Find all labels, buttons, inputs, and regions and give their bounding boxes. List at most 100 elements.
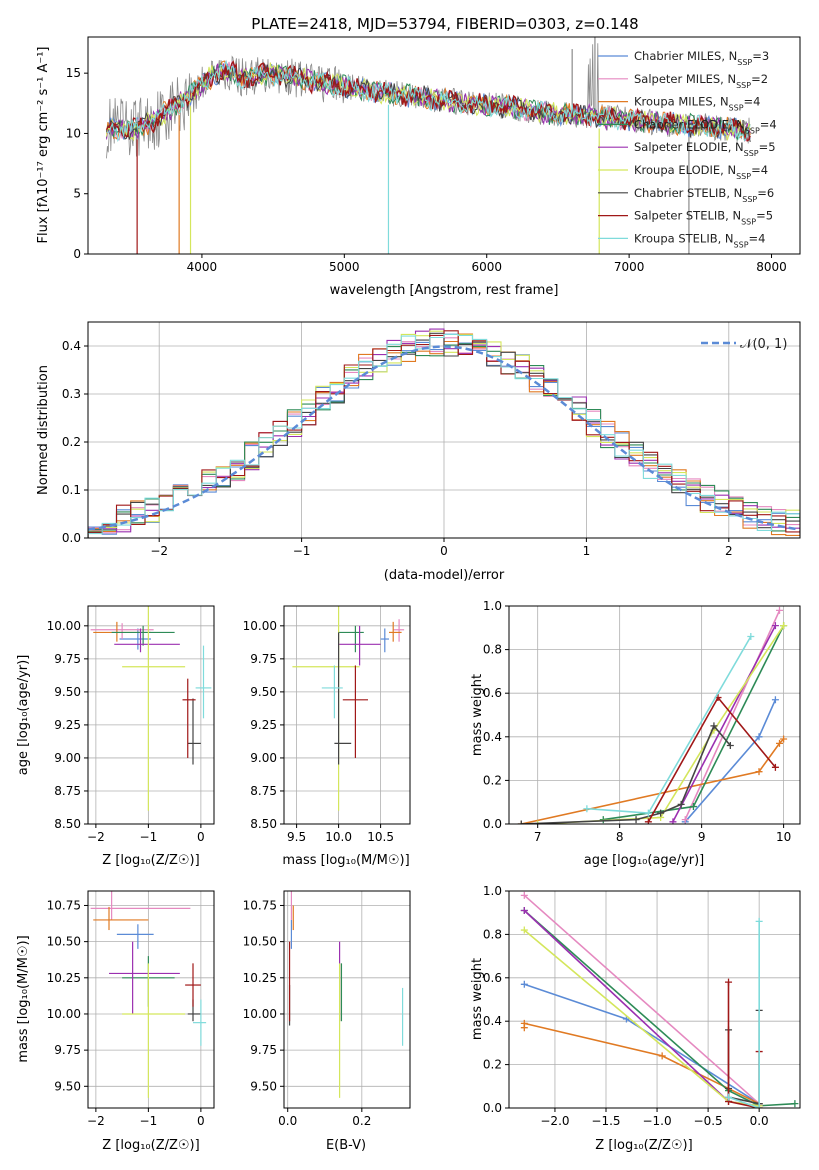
x-tick-label: −2 xyxy=(87,1114,105,1128)
y-tick-label: 0.2 xyxy=(483,773,502,787)
y-tick-label: 9.75 xyxy=(250,1043,277,1057)
y-tick-label: 0.8 xyxy=(483,927,502,941)
series-marker xyxy=(755,917,763,925)
residuals-legend: 𝒩(0, 1) xyxy=(701,337,787,352)
mass-z-ylabel: mass [log₁₀(M/M☉)] xyxy=(16,935,31,1062)
x-tick-label: −2 xyxy=(150,544,168,558)
series-marker xyxy=(657,809,665,817)
mw-age-xlabel: age [log₁₀(age/yr)] xyxy=(584,853,705,868)
x-tick-label: 0.0 xyxy=(278,1114,297,1128)
y-tick-label: 0.4 xyxy=(483,1014,502,1028)
series-marker xyxy=(534,820,542,824)
series-marker xyxy=(520,907,528,915)
series-line xyxy=(521,738,785,824)
y-tick-label: 0 xyxy=(73,247,81,261)
series-lines xyxy=(517,606,788,824)
y-tick-label: 9.50 xyxy=(54,685,81,699)
y-tick-label: 10.25 xyxy=(243,971,277,985)
series-marker xyxy=(644,809,652,817)
x-tick-label: 7000 xyxy=(614,260,645,274)
y-tick-label: 8.75 xyxy=(54,784,81,798)
y-tick-label: 9.25 xyxy=(54,718,81,732)
series-marker xyxy=(725,978,733,986)
y-tick-label: 8.50 xyxy=(250,817,277,831)
y-tick-label: 10.00 xyxy=(47,1007,81,1021)
series-marker xyxy=(726,742,734,750)
x-tick-label: −0.5 xyxy=(694,1114,723,1128)
series-marker xyxy=(583,805,591,813)
histogram-step xyxy=(88,333,800,538)
spectrum-legend: Chabrier MILES, NSSP=3 Salpeter MILES, NS… xyxy=(598,49,777,249)
series-line xyxy=(521,724,731,824)
series-marker xyxy=(520,980,528,988)
y-tick-label: 0.3 xyxy=(62,387,81,401)
y-tick-label: 10.00 xyxy=(243,619,277,633)
mass-ebv-xlabel: E(B-V) xyxy=(326,1138,366,1153)
series-marker xyxy=(780,622,788,630)
y-tick-label: 0.0 xyxy=(483,817,502,831)
y-tick-label: 0.1 xyxy=(62,483,81,497)
series-marker xyxy=(791,1100,799,1108)
x-tick-label: −2 xyxy=(87,830,105,844)
axes-frame xyxy=(87,36,801,255)
y-tick-label: 10.75 xyxy=(243,898,277,912)
x-tick-label: 6000 xyxy=(471,260,502,274)
x-tick-label: −1 xyxy=(293,544,311,558)
series-marker xyxy=(747,633,755,641)
y-tick-label: 0.0 xyxy=(483,1101,502,1115)
age-z-ylabel: age [log₁₀(age/yr)] xyxy=(16,655,31,776)
axes-frame xyxy=(283,605,411,825)
y-tick-label: 10.75 xyxy=(47,898,81,912)
series-marker xyxy=(771,622,779,630)
series-marker xyxy=(658,1052,666,1060)
normal-curve xyxy=(88,345,800,531)
y-tick-label: 0.6 xyxy=(483,686,502,700)
y-tick-label: 9.75 xyxy=(54,652,81,666)
series-marker xyxy=(776,606,784,614)
axes-frame xyxy=(87,890,215,1109)
legend-label: Chabrier STELIB, NSSP=6 xyxy=(634,186,774,204)
series-marker xyxy=(644,818,652,824)
errorbars xyxy=(292,606,405,811)
x-tick-label: 8000 xyxy=(756,260,787,274)
axes-frame xyxy=(87,321,801,539)
y-tick-label: 9.50 xyxy=(250,1079,277,1093)
y-tick-label: 0.2 xyxy=(483,1058,502,1072)
series-marker xyxy=(771,763,779,771)
series-marker xyxy=(776,739,784,747)
legend-label: Kroupa ELODIE, NSSP=4 xyxy=(634,163,768,181)
y-tick-label: 9.00 xyxy=(54,751,81,765)
x-tick-label: −2.0 xyxy=(540,1114,569,1128)
legend-label: Salpeter ELODIE, NSSP=5 xyxy=(634,140,776,158)
mw-z-ylabel: mass weight xyxy=(470,958,485,1040)
panel-mass-weight-vs-z: −2.0 −1.5 −1.0 −0.5 0.0 0.0 0.2 0.4 0.6 0.8 1.0 xyxy=(483,884,801,1128)
y-tick-label: 0.8 xyxy=(483,643,502,657)
y-tick-label: 8.50 xyxy=(54,817,81,831)
y-tick-label: 0.0 xyxy=(62,531,81,545)
errorbars xyxy=(288,891,404,1098)
axes-frame xyxy=(87,605,215,825)
y-tick-label: 0.2 xyxy=(62,435,81,449)
panel-spectrum: 4000 5000 6000 7000 8000 0 5 10 15 xyxy=(66,36,801,274)
histograms xyxy=(88,328,800,538)
x-tick-label: 10.0 xyxy=(325,830,352,844)
series-lines xyxy=(520,891,799,1108)
axes-frame xyxy=(283,890,411,1109)
x-tick-label: 4000 xyxy=(187,260,218,274)
y-tick-label: 9.25 xyxy=(250,718,277,732)
x-tick-label: 0.0 xyxy=(750,1114,769,1128)
y-tick-label: 8.75 xyxy=(250,784,277,798)
y-tick-label: 10.00 xyxy=(243,1007,277,1021)
series-marker xyxy=(755,733,763,741)
x-tick-label: −1 xyxy=(140,830,158,844)
x-tick-label: 0 xyxy=(440,544,448,558)
y-tick-label: 9.50 xyxy=(54,1079,81,1093)
x-tick-label: 7 xyxy=(534,830,542,844)
mass-z-xlabel: Z [log₁₀(Z/Z☉)] xyxy=(102,1138,199,1153)
y-tick-label: 10.50 xyxy=(243,935,277,949)
y-tick-label: 9.50 xyxy=(250,685,277,699)
spectrum-model-line xyxy=(106,59,751,143)
panel-mass-vs-ebv: 0.0 0.2 9.50 9.75 10.00 10.25 10.50 10.75 xyxy=(243,890,411,1128)
spectrum-model-line xyxy=(106,62,751,142)
